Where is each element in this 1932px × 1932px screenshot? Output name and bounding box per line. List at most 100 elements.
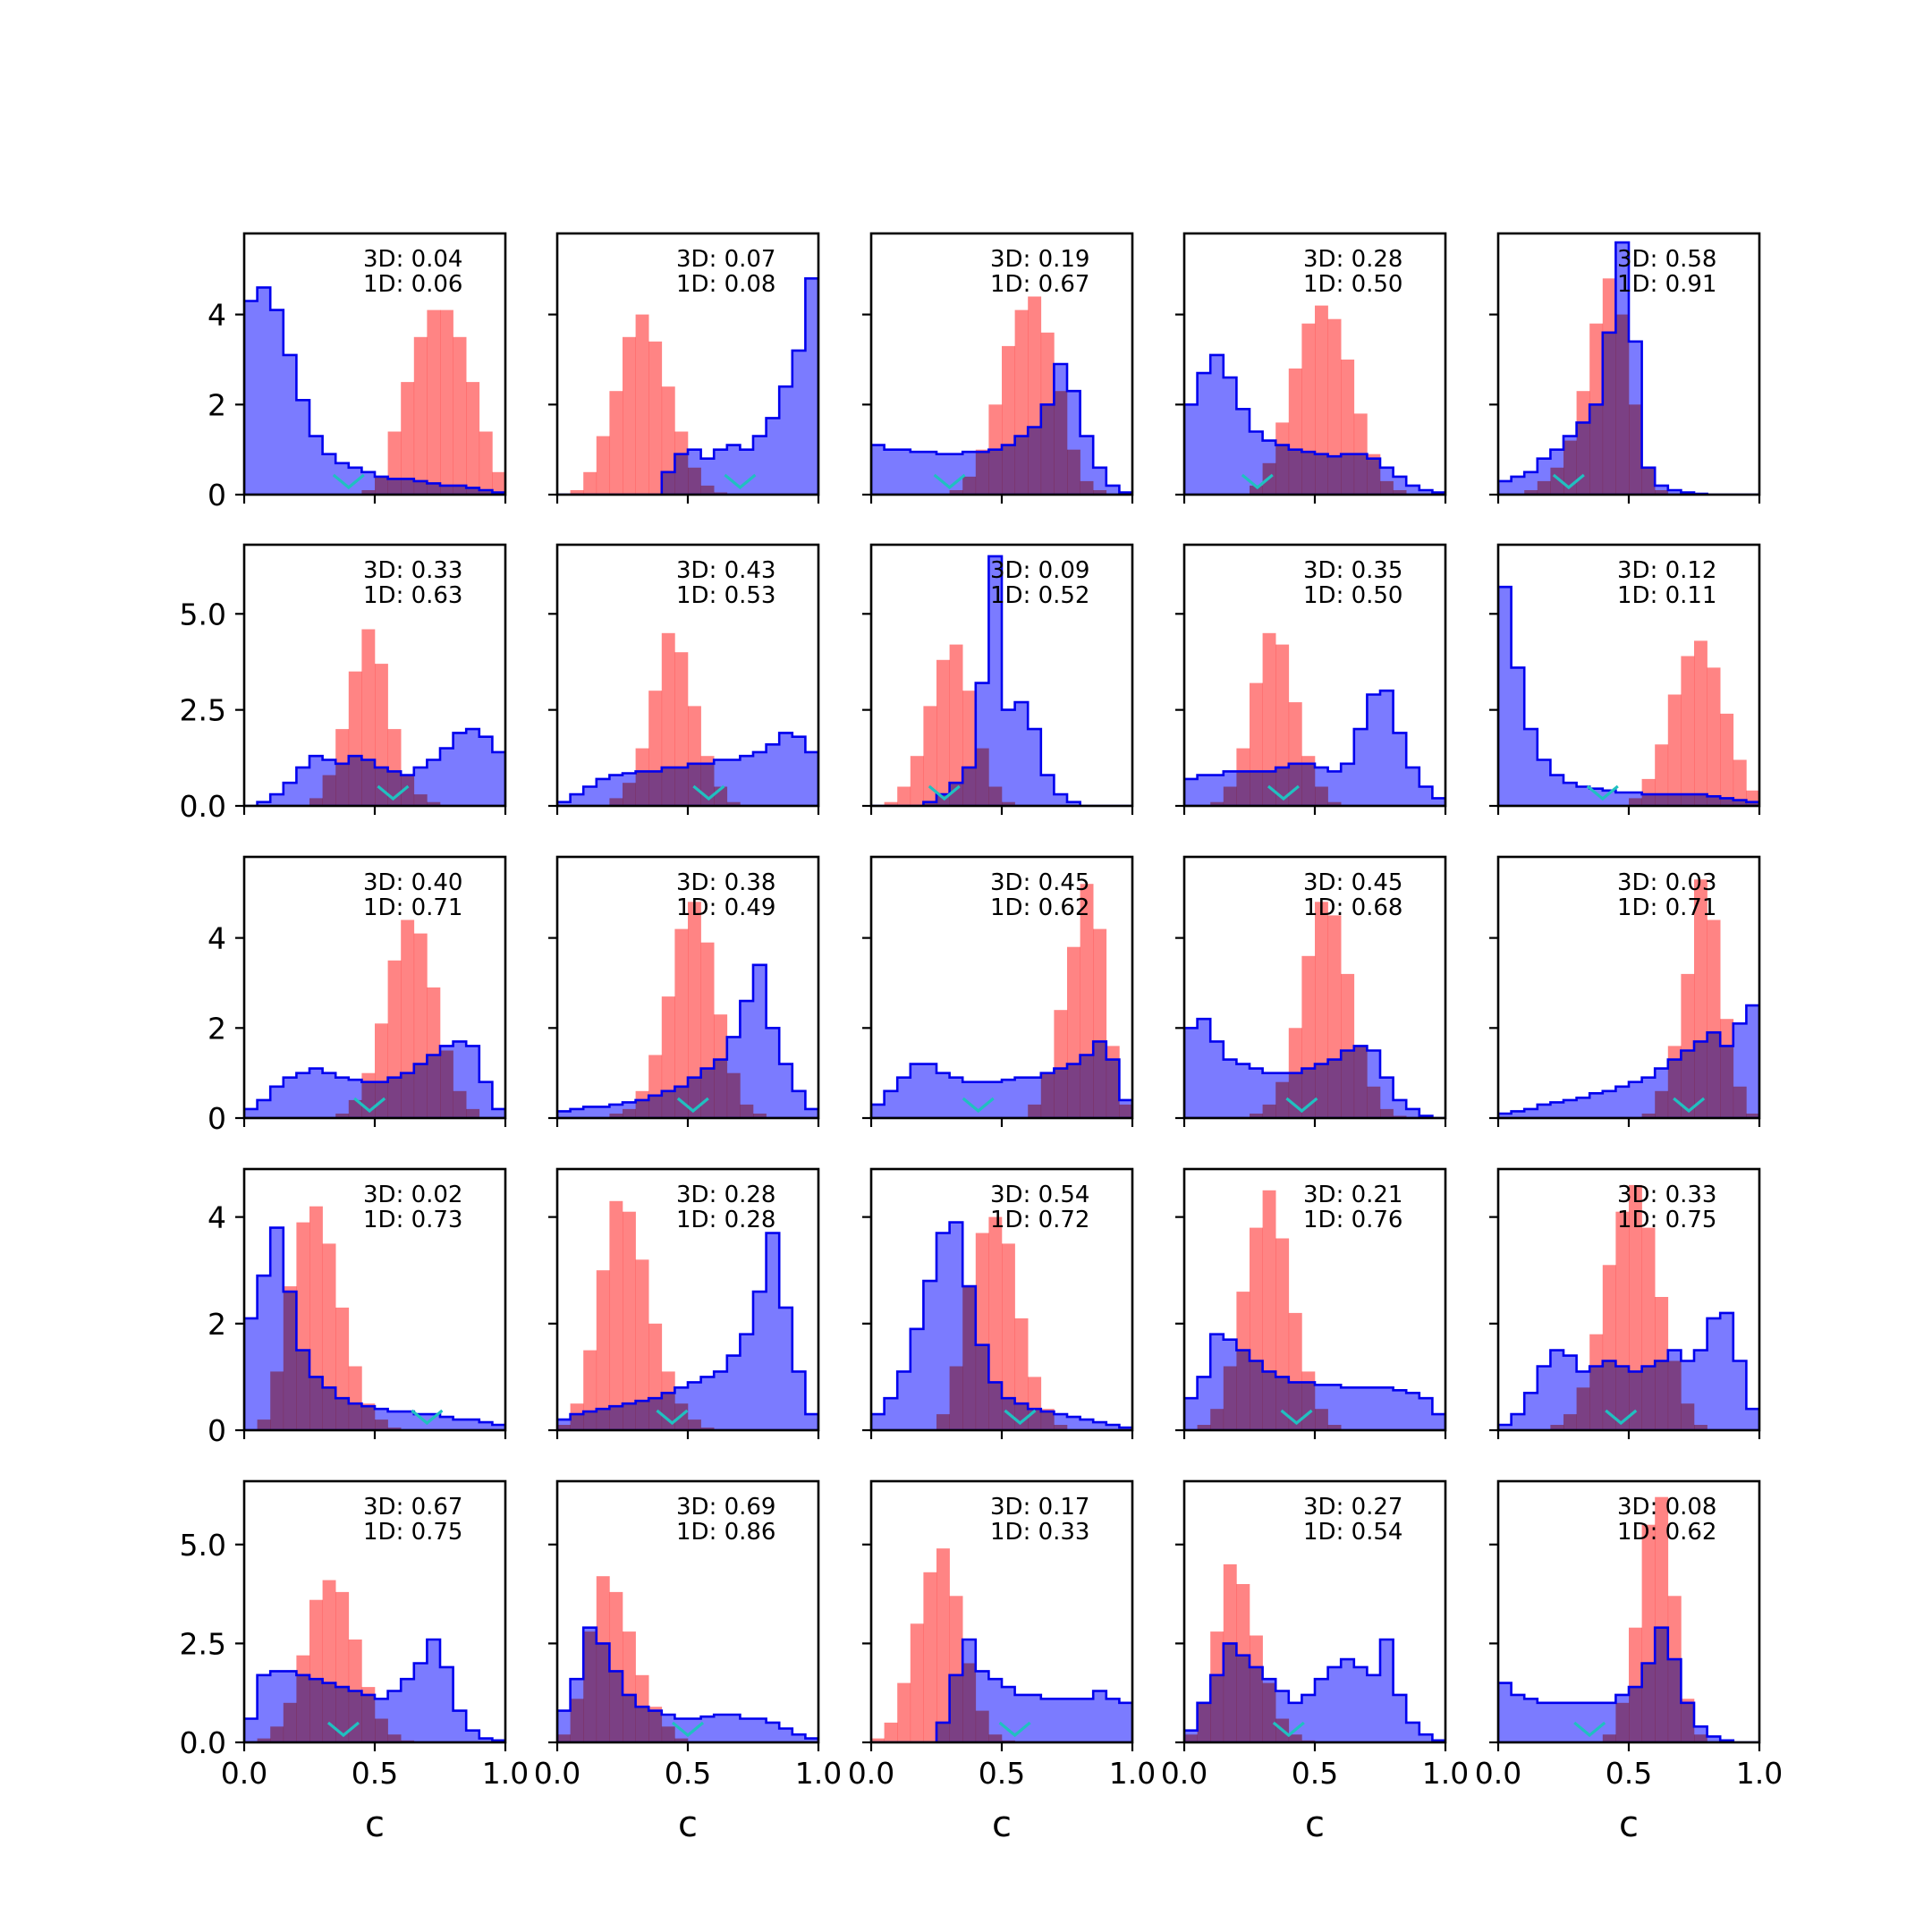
red-bar <box>1301 756 1316 806</box>
x-tick-label: 1.0 <box>1109 1756 1156 1791</box>
red-bar <box>1707 667 1721 806</box>
red-bar <box>988 1216 1003 1430</box>
y-tick-label: 0 <box>208 1101 226 1136</box>
red-bar <box>1576 1387 1590 1430</box>
label-3d: 3D: 0.35 <box>1303 557 1402 584</box>
label-1d: 1D: 0.73 <box>363 1207 462 1233</box>
red-bar <box>322 1243 336 1430</box>
red-bar <box>361 629 376 806</box>
label-1d: 1D: 0.63 <box>363 582 462 609</box>
red-bar <box>1262 1190 1276 1430</box>
red-bar <box>1589 1334 1604 1430</box>
red-bar <box>674 652 689 806</box>
red-bar <box>623 1631 636 1742</box>
red-bar <box>936 659 950 806</box>
blue-histogram-line <box>244 1040 505 1118</box>
red-bar <box>1694 640 1707 806</box>
red-bar <box>257 1419 271 1430</box>
blue-histogram-line <box>1184 1333 1445 1430</box>
x-axis-label: c <box>365 1804 385 1845</box>
red-bar <box>1275 1081 1290 1118</box>
red-bar <box>726 1072 741 1118</box>
red-bar <box>1707 919 1721 1118</box>
red-bar <box>988 1734 1003 1742</box>
red-bar <box>375 1023 388 1118</box>
label-1d: 1D: 0.71 <box>1617 894 1716 921</box>
x-tick-label: 1.0 <box>795 1756 842 1791</box>
red-bar <box>688 706 701 806</box>
red-bar <box>1197 1425 1211 1430</box>
red-bar <box>1602 1265 1616 1430</box>
red-bar <box>1667 1596 1682 1742</box>
red-bar <box>1054 391 1068 495</box>
label-1d: 1D: 0.91 <box>1617 271 1716 298</box>
blue-histogram-line <box>871 1040 1132 1118</box>
y-tick-label: 5.0 <box>180 1528 226 1563</box>
plot-area <box>557 277 818 495</box>
red-bar <box>309 798 323 806</box>
red-bar <box>1262 1682 1276 1742</box>
plot-area <box>1184 305 1445 495</box>
red-bar <box>700 942 715 1118</box>
red-bar <box>1720 1019 1734 1118</box>
red-bar <box>583 1350 597 1430</box>
blue-histogram-line <box>557 963 818 1118</box>
cyan-marker <box>998 1721 1031 1738</box>
red-bar <box>1106 1046 1120 1118</box>
plot-area <box>557 1200 818 1430</box>
plot-area <box>1498 241 1759 495</box>
label-3d: 3D: 0.03 <box>1617 869 1716 896</box>
red-bar <box>1315 902 1328 1118</box>
red-bar <box>623 1108 636 1118</box>
red-bar <box>1028 296 1042 495</box>
y-tick-label: 0.0 <box>180 789 226 824</box>
cyan-marker <box>1573 1721 1606 1738</box>
red-bar <box>401 382 415 495</box>
red-bar <box>1655 744 1669 806</box>
red-bar <box>1667 694 1682 806</box>
red-bar <box>753 1114 767 1118</box>
x-tick-label: 1.0 <box>1422 1756 1469 1791</box>
plot-area <box>871 1216 1132 1430</box>
label-3d: 3D: 0.69 <box>676 1494 775 1521</box>
blue-histogram-fill <box>557 964 818 1118</box>
x-tick-label: 0.0 <box>1161 1756 1208 1791</box>
plot-area <box>871 555 1132 806</box>
red-bar <box>700 1428 715 1430</box>
red-bar <box>1250 1114 1263 1118</box>
red-bar <box>635 748 649 806</box>
label-1d: 1D: 0.50 <box>1303 271 1402 298</box>
plot-area <box>1498 1184 1759 1430</box>
cyan-marker <box>656 1409 689 1426</box>
red-bar <box>635 1090 649 1118</box>
red-bar <box>1301 1371 1316 1430</box>
red-bar <box>1002 801 1015 806</box>
x-tick-label: 0.0 <box>848 1756 894 1791</box>
label-1d: 1D: 0.86 <box>676 1519 775 1546</box>
red-bar <box>440 1050 453 1118</box>
label-1d: 1D: 0.62 <box>1617 1519 1716 1546</box>
y-tick-label: 5.0 <box>180 597 226 631</box>
label-1d: 1D: 0.62 <box>990 894 1089 921</box>
blue-histogram-line <box>1498 585 1759 806</box>
red-bar <box>1119 1104 1132 1118</box>
red-bar <box>1210 801 1224 806</box>
red-bar <box>1301 323 1316 495</box>
x-axis-label: c <box>1305 1804 1325 1845</box>
cyan-marker <box>671 1721 705 1738</box>
red-bar <box>1681 1699 1695 1742</box>
red-bar <box>1327 915 1342 1118</box>
red-bar <box>674 928 689 1118</box>
red-bar <box>609 798 623 806</box>
y-tick-label: 4 <box>208 298 226 333</box>
x-tick-label: 0.0 <box>534 1756 580 1791</box>
red-bar <box>309 1599 323 1742</box>
red-bar <box>1694 879 1707 1118</box>
plot-area <box>1498 585 1759 806</box>
red-bar <box>296 1655 310 1742</box>
red-bar <box>1667 1046 1682 1118</box>
red-bar <box>348 671 362 806</box>
